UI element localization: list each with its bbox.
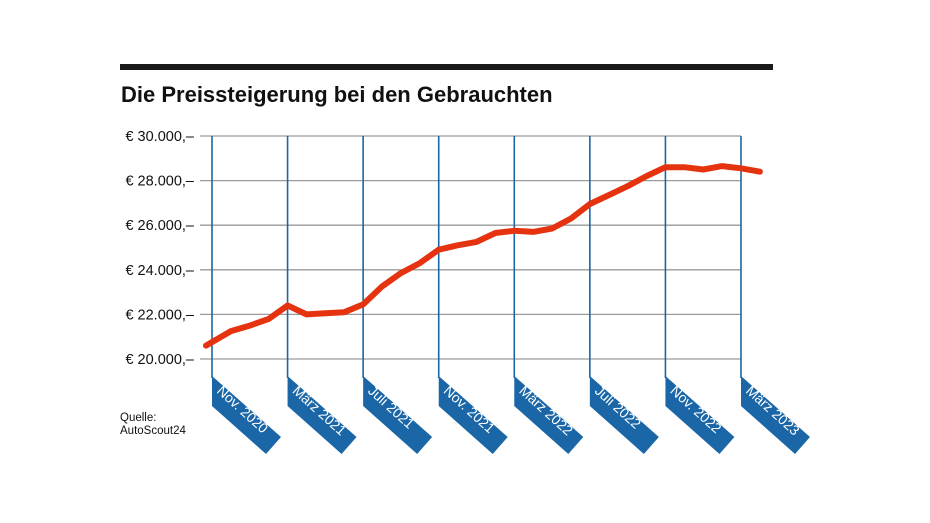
x-marker: März 2021 (286, 136, 357, 454)
x-marker: März 2023 (740, 136, 810, 454)
x-label-banner (665, 376, 735, 454)
x-marker: März 2022 (513, 136, 584, 454)
y-tick-label: € 26.000,– (125, 218, 194, 234)
y-tick-label: € 28.000,– (125, 174, 194, 190)
x-marker: Juli 2022 (589, 136, 659, 454)
series-line (203, 163, 763, 349)
x-label-banner (589, 376, 659, 454)
y-tick-label: € 20.000,– (125, 352, 194, 368)
x-marker: Nov. 2020 (211, 136, 281, 454)
y-tick-label: € 24.000,– (125, 263, 194, 279)
x-label-banner (212, 376, 281, 454)
x-marker: Nov. 2021 (437, 136, 508, 454)
top-rule (120, 64, 773, 70)
x-label-banner (363, 376, 433, 454)
source-label: Quelle: (120, 412, 156, 424)
x-label-banner (741, 376, 810, 454)
source-name: AutoScout24 (120, 425, 186, 437)
x-label-banner (514, 376, 584, 454)
x-label-banner (287, 376, 357, 454)
chart-title: Die Preissteigerung bei den Gebrauchten (121, 82, 553, 107)
x-marker: Nov. 2022 (664, 136, 735, 454)
y-tick-label: € 30.000,– (125, 129, 194, 145)
x-label-banner (438, 376, 508, 454)
y-tick-label: € 22.000,– (125, 307, 194, 323)
